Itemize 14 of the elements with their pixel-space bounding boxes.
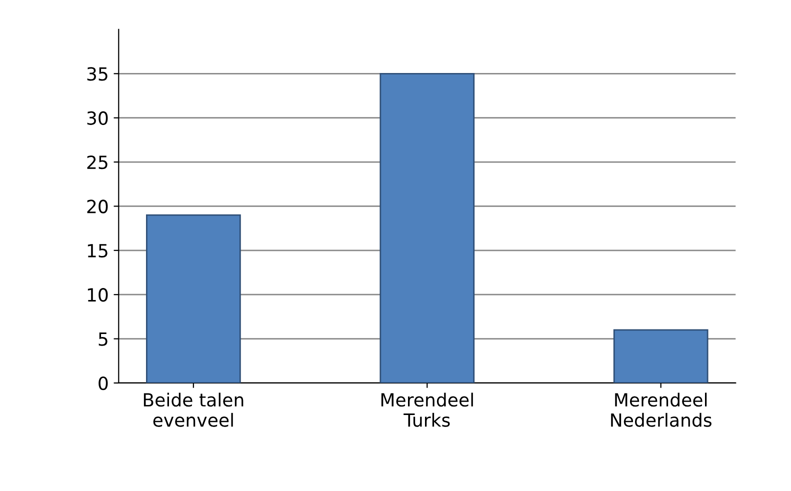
y-tick-label: 15 [88,244,108,258]
y-tick-label: 35 [87,67,108,81]
y-tick-label: 25 [87,155,108,170]
bar [380,72,475,383]
bar [613,329,708,383]
y-tick-label: 5 [98,332,108,346]
bar [146,214,241,383]
y-tick-label: 20 [87,200,108,214]
x-tick-label: Merendeel Nederlands [611,392,712,427]
y-tick-label: 30 [87,111,108,125]
x-tick-label: Beide talen evenveel [144,392,244,427]
x-tick-label: Merendeel Turks [381,392,473,427]
y-tick-label: 10 [88,288,108,302]
y-tick-label: 0 [98,376,108,390]
